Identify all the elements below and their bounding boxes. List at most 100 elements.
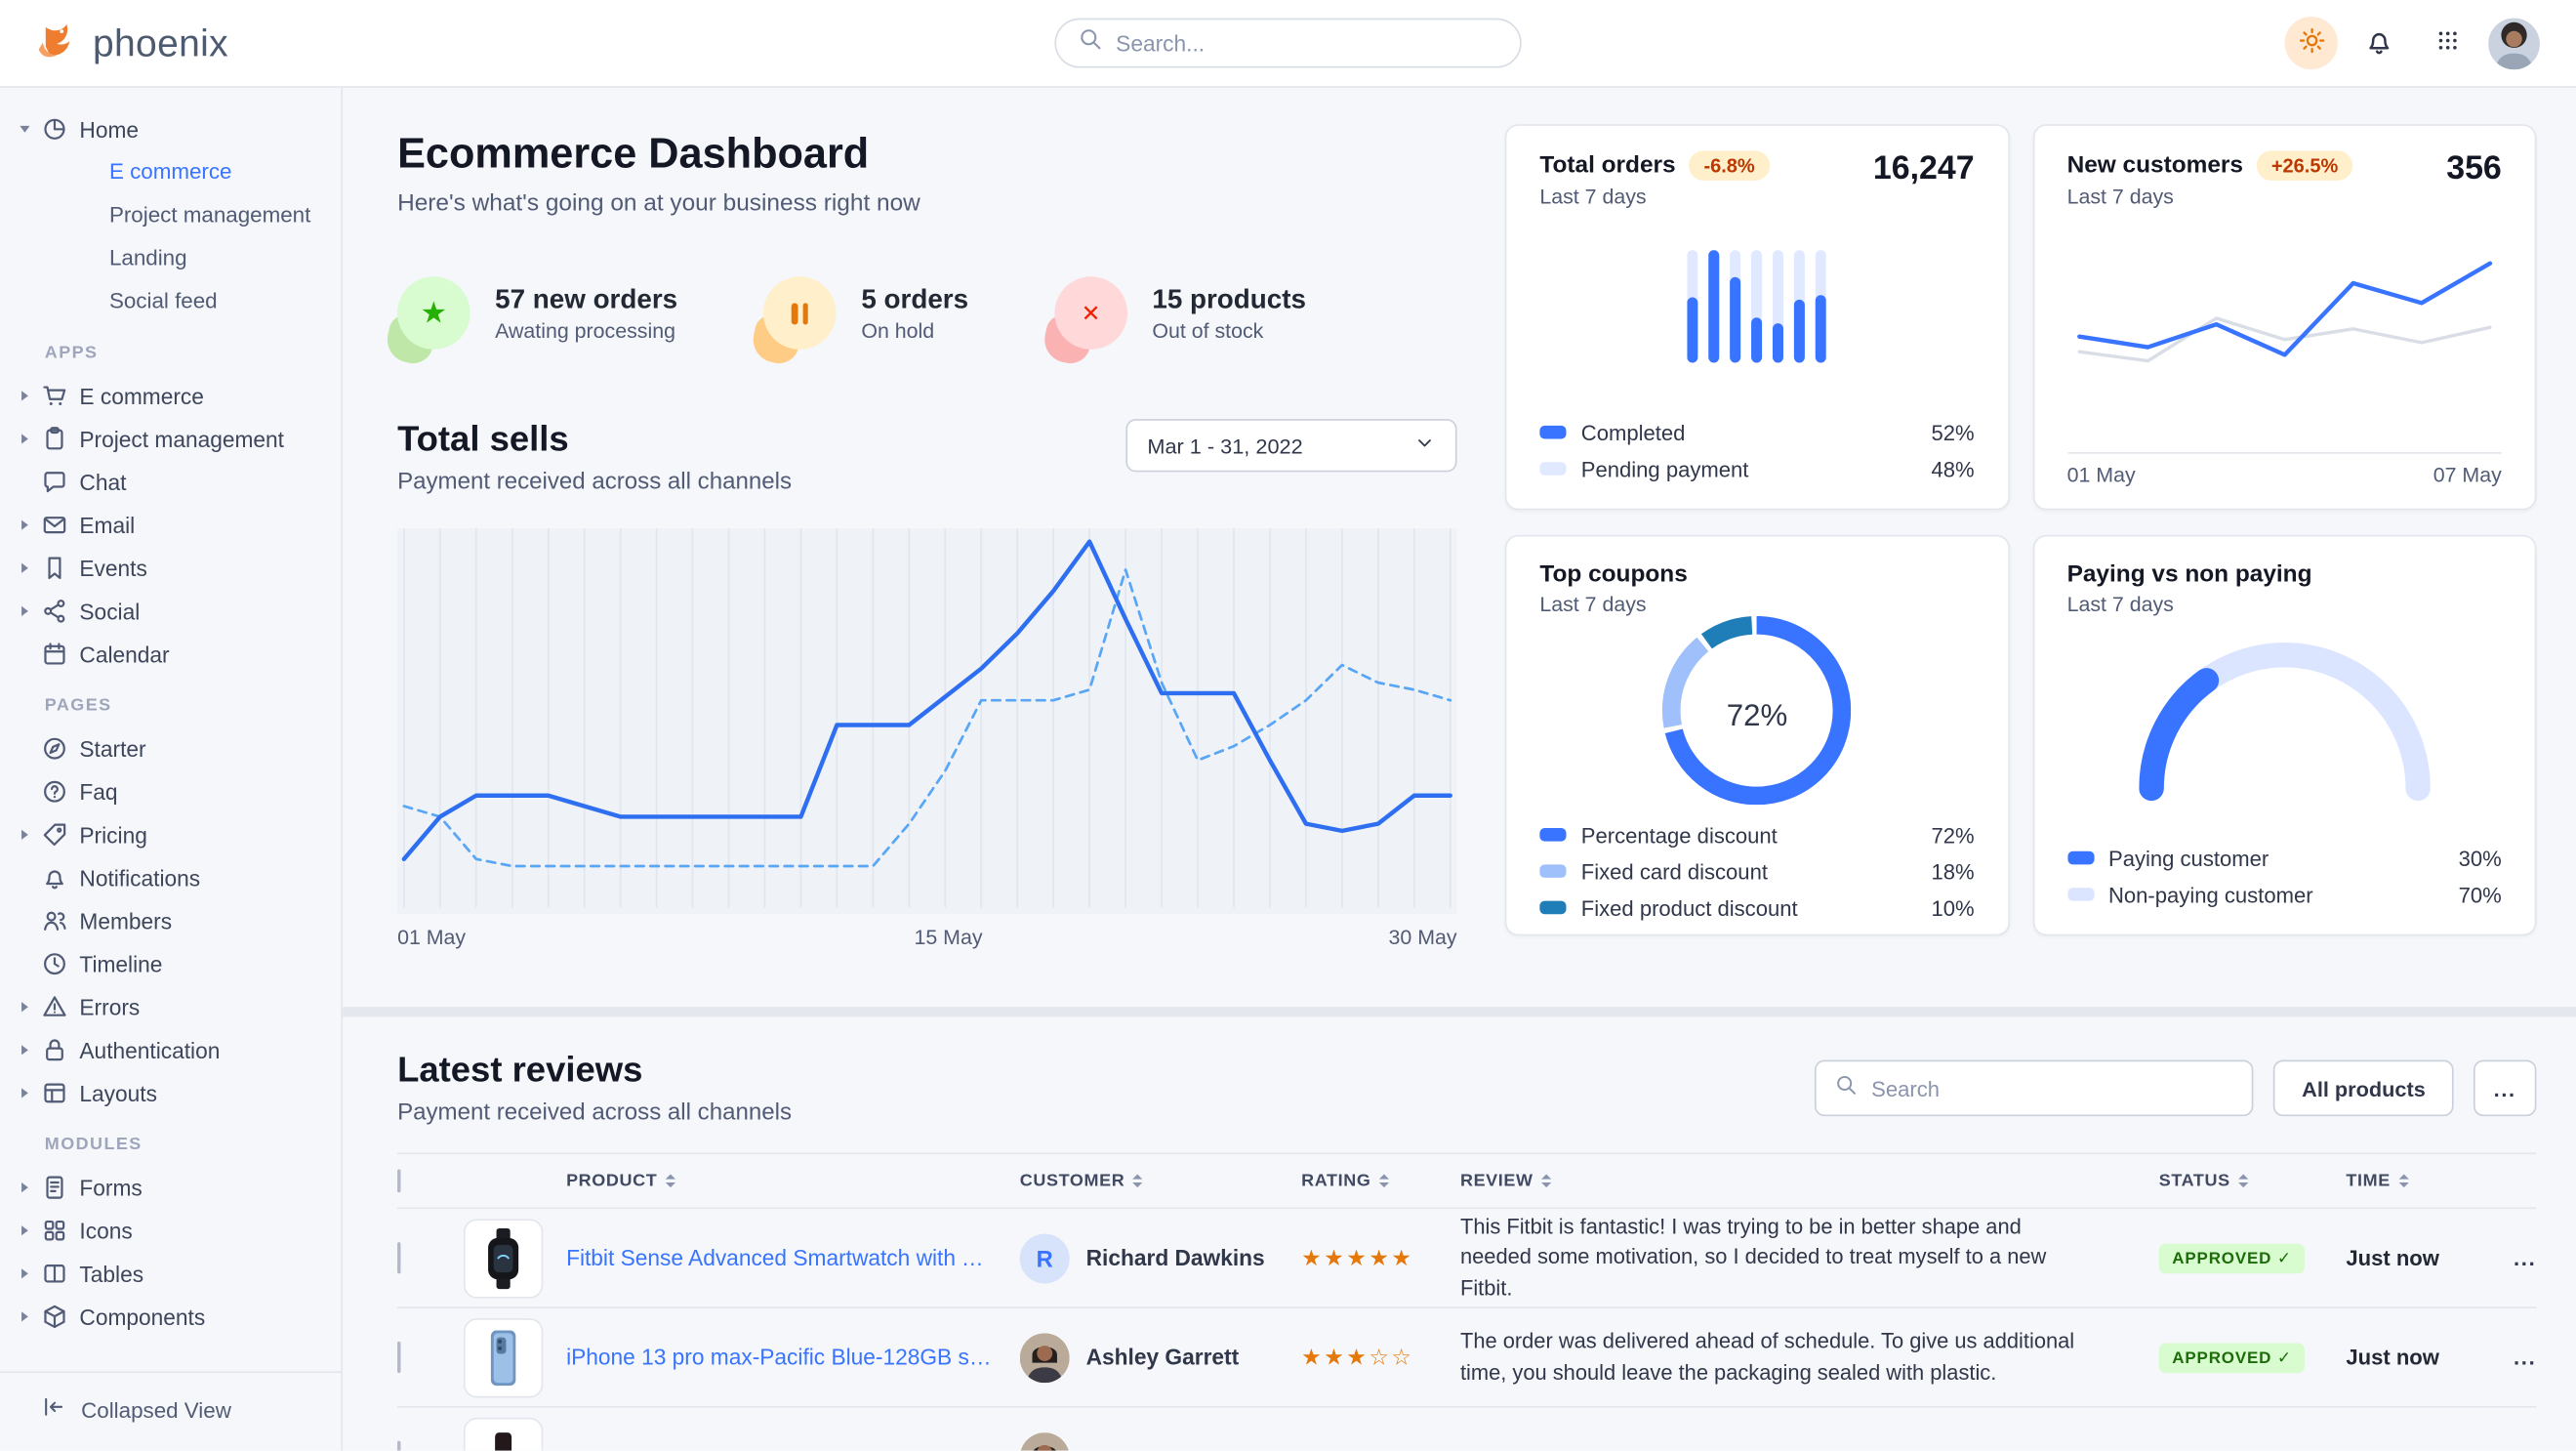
sidebar-subitem-project-management[interactable]: Project management — [108, 201, 311, 228]
date-range-select[interactable]: Mar 1 - 31, 2022 — [1125, 419, 1457, 473]
product-image[interactable] — [463, 1417, 544, 1451]
section-divider — [343, 1007, 2576, 1017]
members-icon — [40, 907, 68, 933]
coupons-donut-chart: 72% — [1662, 615, 1852, 813]
caret-icon — [21, 1311, 28, 1322]
column-rating[interactable]: RATING — [1301, 1170, 1389, 1192]
row-checkbox[interactable] — [397, 1340, 401, 1373]
reviews-table: PRODUCT CUSTOMER RATING REVIEW STATUS TI… — [397, 1152, 2537, 1451]
sidebar-item-components[interactable]: Components — [0, 1295, 341, 1338]
top-coupons-card: Top coupons Last 7 days 72% Percentage d… — [1504, 534, 2010, 936]
latest-reviews-section: Latest reviews Payment received across a… — [343, 1016, 2576, 1451]
sidebar-item-forms[interactable]: Forms — [0, 1166, 341, 1209]
row-menu-button[interactable]: ... — [2513, 1344, 2537, 1369]
all-products-button[interactable]: All products — [2273, 1059, 2454, 1117]
global-search[interactable] — [1054, 18, 1522, 68]
sidebar-item-label: Chat — [79, 469, 127, 495]
paying-card: Paying vs non paying Last 7 days Paying … — [2031, 534, 2537, 936]
clock-icon — [40, 951, 68, 977]
sidebar-item-icons[interactable]: Icons — [0, 1209, 341, 1252]
date-range-value: Mar 1 - 31, 2022 — [1147, 433, 1303, 458]
sidebar-item-label: Email — [79, 512, 136, 538]
customer-avatar[interactable]: R — [1019, 1232, 1070, 1283]
sidebar-item-events[interactable]: Events — [0, 547, 341, 590]
sidebar-item-social[interactable]: Social — [0, 590, 341, 633]
sidebar-item-chat[interactable]: Chat — [0, 461, 341, 504]
sidebar-subitem-landing[interactable]: Landing — [108, 245, 187, 270]
card-title: New customers — [2066, 152, 2244, 180]
stat-out-of-stock: ✕ 15 products Out of stock — [1040, 276, 1306, 367]
column-review[interactable]: REVIEW — [1460, 1170, 1551, 1192]
chat-icon — [40, 469, 68, 495]
sidebar-item-e-commerce[interactable]: E commerce — [0, 374, 341, 417]
apps-grid-icon[interactable] — [2421, 17, 2474, 69]
sidebar-item-label: Authentication — [79, 1037, 221, 1063]
sidebar-subitem-social-feed[interactable]: Social feed — [108, 288, 218, 313]
column-product[interactable]: PRODUCT — [566, 1170, 675, 1192]
sidebar-section-label: APPS — [44, 343, 99, 363]
brand-logo[interactable]: phoenix — [33, 21, 228, 65]
stat-value: 5 orders — [861, 283, 969, 314]
sidebar-item-authentication[interactable]: Authentication — [0, 1028, 341, 1071]
status-badge: APPROVED ✓ — [2158, 1244, 2306, 1274]
sidebar-item-faq[interactable]: Faq — [0, 770, 341, 813]
collapse-view-label: Collapsed View — [81, 1396, 231, 1423]
column-time[interactable]: TIME — [2346, 1170, 2408, 1192]
sidebar-subitem-e-commerce[interactable]: E commerce — [108, 158, 232, 185]
total-orders-card: Total orders -6.8% Last 7 days 16,247 Co… — [1504, 124, 2010, 511]
tag-icon — [40, 821, 68, 848]
bell-icon[interactable] — [2352, 17, 2405, 69]
stat-value: 15 products — [1152, 283, 1306, 314]
main-content: Ecommerce Dashboard Here's what's going … — [343, 88, 2576, 1451]
sidebar-item-starter[interactable]: Starter — [0, 727, 341, 770]
column-status[interactable]: STATUS — [2159, 1170, 2249, 1192]
customer-avatar[interactable] — [1019, 1332, 1070, 1383]
sidebar-item-home[interactable]: Home — [0, 107, 341, 150]
sidebar-item-layouts[interactable]: Layouts — [0, 1071, 341, 1114]
product-image[interactable] — [463, 1317, 544, 1397]
row-checkbox[interactable] — [397, 1439, 401, 1451]
reviews-search[interactable] — [1815, 1059, 2254, 1117]
sidebar-item-label: Timeline — [79, 951, 163, 976]
sort-icon — [1541, 1170, 1551, 1192]
sidebar-item-members[interactable]: Members — [0, 899, 341, 942]
sidebar-item-label: Pricing — [79, 822, 147, 848]
columns-icon — [40, 1261, 68, 1287]
sidebar-item-calendar[interactable]: Calendar — [0, 633, 341, 676]
page-subtitle: Here's what's going on at your business … — [397, 190, 920, 218]
select-all-checkbox[interactable] — [397, 1169, 401, 1193]
global-search-input[interactable] — [1116, 30, 1498, 56]
reviews-title: Latest reviews — [397, 1050, 643, 1091]
pie-icon — [40, 116, 68, 143]
kpi-cards: Total orders -6.8% Last 7 days 16,247 Co… — [1504, 124, 2537, 1007]
product-link[interactable]: Fitbit Sense Advanced Smartwatch with To… — [566, 1245, 994, 1270]
reviews-search-input[interactable] — [1871, 1075, 2234, 1101]
sidebar-item-email[interactable]: Email — [0, 504, 341, 547]
row-menu-button[interactable]: ... — [2513, 1244, 2537, 1270]
bell-icon — [40, 864, 68, 891]
product-image[interactable] — [463, 1218, 544, 1298]
sidebar-item-timeline[interactable]: Timeline — [0, 942, 341, 985]
collapse-view-button[interactable]: Collapsed View — [0, 1371, 342, 1450]
reviews-more-button[interactable]: ... — [2473, 1059, 2537, 1117]
sidebar-item-errors[interactable]: Errors — [0, 985, 341, 1028]
column-customer[interactable]: CUSTOMER — [1020, 1170, 1143, 1192]
reviews-table-header: PRODUCT CUSTOMER RATING REVIEW STATUS TI… — [397, 1152, 2537, 1210]
sidebar-item-label: Members — [79, 908, 173, 933]
customer-avatar[interactable] — [1019, 1431, 1070, 1451]
product-link[interactable]: iPhone 13 pro max-Pacific Blue-128GB sto… — [566, 1345, 994, 1370]
sidebar-item-pricing[interactable]: Pricing — [0, 813, 341, 856]
total-sells-chart — [397, 528, 1457, 915]
sort-icon — [1133, 1170, 1143, 1192]
page-title: Ecommerce Dashboard — [397, 130, 870, 178]
sidebar-item-label: Starter — [79, 735, 146, 762]
sort-icon — [1379, 1170, 1389, 1192]
table-row — [397, 1408, 2536, 1451]
theme-sun-icon[interactable] — [2284, 16, 2338, 70]
card-value: 356 — [2446, 150, 2502, 187]
row-checkbox[interactable] — [397, 1241, 401, 1273]
sidebar-item-tables[interactable]: Tables — [0, 1252, 341, 1295]
sidebar-item-project-management[interactable]: Project management — [0, 417, 341, 460]
sidebar-item-notifications[interactable]: Notifications — [0, 856, 341, 899]
user-avatar[interactable] — [2488, 17, 2540, 69]
